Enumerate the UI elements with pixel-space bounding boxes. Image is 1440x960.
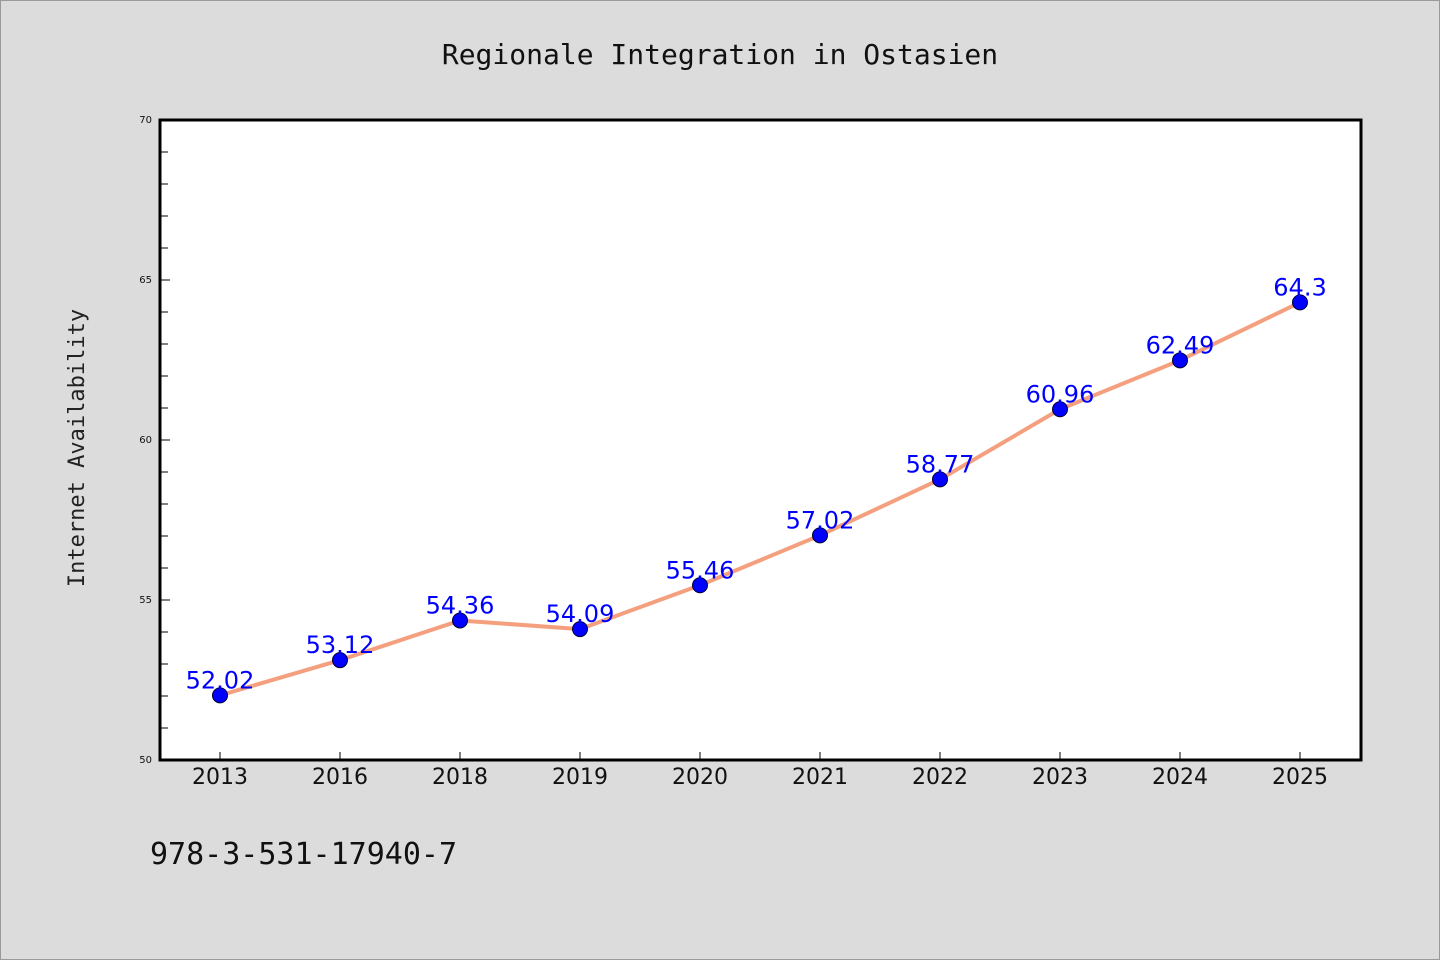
data-label: 57.02 (786, 506, 855, 534)
plot-border (158, 118, 1363, 762)
data-label: 58.77 (906, 450, 975, 478)
x-tick-label: 2024 (1152, 765, 1208, 790)
x-tick-label: 2021 (792, 765, 848, 790)
data-point (212, 687, 228, 704)
data-point (692, 577, 708, 594)
data-label: 64.3 (1273, 273, 1326, 301)
y-axis-label: Internet Availability (65, 309, 90, 587)
y-tick-label: 65 (139, 275, 152, 286)
data-label: 52.02 (186, 666, 255, 694)
series-line (219, 300, 1301, 698)
data-point (452, 612, 468, 629)
chart-title: Regionale Integration in Ostasien (442, 38, 998, 71)
y-tick-label: 55 (139, 595, 152, 606)
data-label: 53.12 (306, 631, 375, 659)
x-tick-label: 2018 (432, 765, 488, 790)
data-label: 54.36 (426, 591, 495, 619)
x-tick-label: 2013 (192, 765, 248, 790)
data-point (332, 652, 348, 669)
x-tick-label: 2022 (912, 765, 968, 790)
data-point (1292, 294, 1308, 311)
data-label: 55.46 (666, 556, 735, 584)
x-tick-label: 2019 (552, 765, 608, 790)
data-label: 54.09 (546, 600, 615, 628)
x-tick-label: 2016 (312, 765, 368, 790)
data-labels: 52.02 53.12 54.36 54.09 55.46 57.02 58.77 60.96… (186, 273, 1327, 694)
footer-code: 978-3-531-17940-7 (150, 837, 457, 872)
data-label: 60.96 (1026, 380, 1095, 408)
data-point (572, 621, 588, 638)
y-tick-label: 50 (139, 755, 152, 766)
data-point (932, 471, 948, 488)
data-point (1052, 401, 1068, 418)
data-point (1172, 352, 1188, 369)
series-markers (212, 294, 1308, 704)
y-tick-label: 60 (139, 435, 152, 446)
x-tick-label: 2023 (1032, 765, 1088, 790)
x-tick-label: 2020 (672, 765, 728, 790)
x-axis-ticks: 2013 2016 2018 2019 2020 2021 2022 2023 2024 2025 (192, 752, 1328, 790)
y-tick-label: 70 (139, 115, 152, 126)
data-label: 62.49 (1146, 331, 1215, 359)
data-point (812, 527, 828, 544)
x-tick-label: 2025 (1272, 765, 1328, 790)
